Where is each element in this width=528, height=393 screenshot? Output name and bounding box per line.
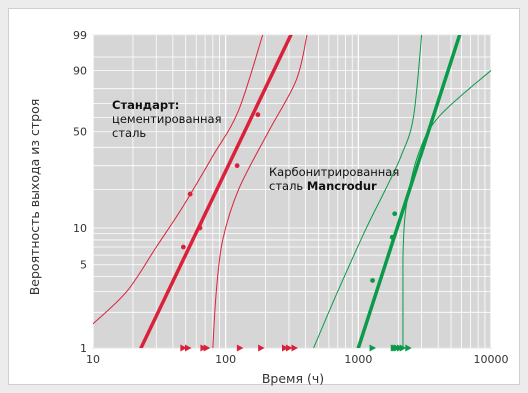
y-tick-label: 99 [73, 29, 87, 42]
y-tick-label: 90 [73, 64, 87, 77]
plot-area [92, 34, 492, 349]
carbo-data-point [370, 278, 375, 283]
carbo-data-point [389, 234, 395, 240]
carbo-suspended-marker [369, 344, 377, 352]
standard-confidence-lower [212, 35, 308, 348]
x-axis-label: Время (ч) [262, 371, 324, 386]
standard-suspended-marker [236, 344, 244, 352]
x-tick-label: 1000 [344, 353, 372, 366]
standard-suspended-marker [180, 344, 187, 352]
standard-data-point [187, 191, 193, 197]
standard-label-line: Стандарт: [112, 98, 179, 112]
carbo-suspended-marker [399, 344, 407, 352]
y-axis-label: Вероятность выхода из строя [27, 99, 42, 296]
y-tick-label: 5 [80, 259, 87, 272]
x-tick-label: 10 [86, 353, 100, 366]
standard-label-line: сталь [112, 126, 146, 140]
standard-suspended-marker [200, 344, 207, 352]
y-tick-label: 10 [73, 222, 87, 235]
standard-suspended-marker [285, 344, 293, 352]
standard-fit-line [139, 35, 293, 348]
carbo-confidence-upper [313, 35, 423, 348]
standard-data-point [234, 163, 240, 169]
x-tick-label: 100 [215, 353, 236, 366]
standard-suspended-marker [258, 344, 265, 352]
carbo-confidence-lower [402, 70, 491, 348]
standard-suspended-marker [184, 344, 192, 352]
carbo-label-bold: Mancrodur [307, 179, 377, 193]
y-tick-label: 1 [80, 342, 87, 355]
y-tick-label: 50 [73, 126, 87, 139]
standard-confidence-upper [93, 35, 264, 325]
standard-data-point [255, 112, 261, 118]
chart-frame: 10 100 1000 10000 1 5 10 50 90 99 Стандарт: цемент… [8, 8, 520, 386]
x-tick-label: 10000 [474, 353, 509, 366]
standard-suspended-marker [291, 344, 298, 352]
standard-data-point [197, 225, 203, 231]
weibull-chart: 10 100 1000 10000 1 5 10 50 90 99 Стандарт:цемент… [27, 29, 509, 386]
carbo-label-line: Карбонитрированная [269, 165, 399, 179]
carbo-fit-line [356, 35, 462, 348]
standard-data-point [180, 244, 186, 250]
carbo-label-line: сталь Mancrodur [269, 179, 377, 193]
standard-suspended-marker [281, 344, 289, 352]
carbo-suspended-marker [405, 344, 412, 352]
carbo-data-point [392, 211, 398, 217]
standard-label-line: цементированная [112, 112, 222, 126]
standard-suspended-marker [203, 344, 211, 352]
